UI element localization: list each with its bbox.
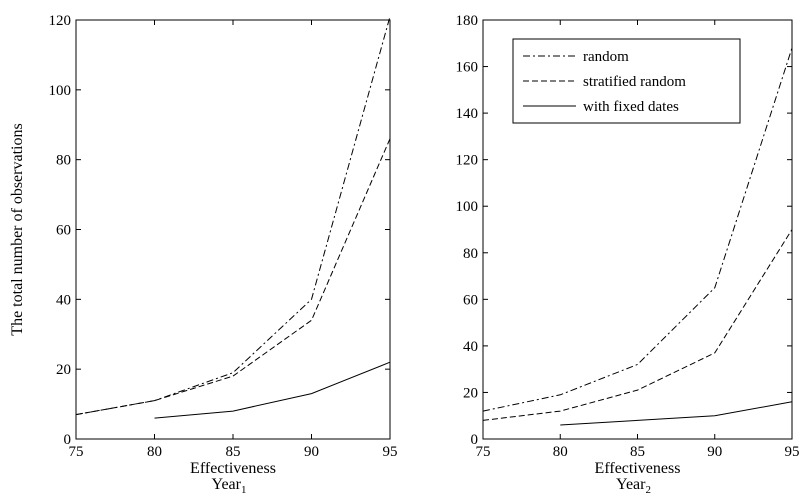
x-tick-label: 75 <box>476 444 491 460</box>
y-axis-label: The total number of observations <box>9 123 26 335</box>
x-tick-label: 95 <box>785 444 800 460</box>
legend-entry: stratified random <box>583 74 686 90</box>
chart-panel-year-2: 75 80 85 90 95 0 20 40 60 80 100 120 140 160 180 Effect… <box>456 13 800 496</box>
series-line <box>482 229 793 421</box>
x-tick-label: 85 <box>226 444 241 460</box>
x-tick-label: 80 <box>553 444 568 460</box>
y-tick-label: 160 <box>456 60 479 76</box>
y-tick-label: 80 <box>56 153 71 169</box>
legend-entry: with fixed dates <box>583 99 679 115</box>
y-tick-label: 120 <box>49 13 72 29</box>
y-tick-label: 60 <box>56 223 71 239</box>
x-axis-sublabel-text: Year <box>616 476 646 493</box>
y-tick-label: 100 <box>456 199 479 215</box>
y-tick-label: 60 <box>463 292 478 308</box>
x-axis-sublabel-subscript: 2 <box>645 484 651 496</box>
y-tick-label: 40 <box>56 292 71 308</box>
x-axis-sublabel: Year2 <box>616 476 651 496</box>
y-tick-label: 100 <box>49 83 72 99</box>
y-tick-label: 120 <box>456 153 479 169</box>
y-tick-label: 80 <box>463 246 478 262</box>
x-axis-sublabel-text: Year <box>212 476 242 493</box>
y-tick-label: 140 <box>456 106 479 122</box>
y-tick-label: 0 <box>471 432 479 448</box>
y-tick-label: 20 <box>463 385 478 401</box>
series-line <box>75 138 391 416</box>
x-tick-label: 75 <box>69 444 84 460</box>
y-tick-label: 180 <box>456 13 479 29</box>
series-line <box>560 401 793 426</box>
legend-entry: random <box>583 49 629 65</box>
x-tick-label: 80 <box>147 444 162 460</box>
y-tick-label: 0 <box>64 432 72 448</box>
x-axis-sublabel-subscript: 1 <box>241 484 247 496</box>
x-axis-sublabel: Year1 <box>212 476 247 496</box>
y-tick-label: 20 <box>56 362 71 378</box>
x-axis-label: Effectiveness <box>595 460 681 477</box>
chart-panel-year-1: 75 80 85 90 95 0 20 40 60 80 100 120 EffectivenessYe… <box>9 13 398 496</box>
series-line <box>75 16 391 416</box>
axes-frame <box>75 19 391 440</box>
series-line <box>482 47 793 412</box>
x-axis-label: Effectiveness <box>190 460 276 477</box>
x-tick-label: 90 <box>707 444 722 460</box>
y-tick-label: 40 <box>463 339 478 355</box>
series-line <box>154 361 391 419</box>
x-tick-label: 95 <box>383 444 398 460</box>
x-tick-label: 90 <box>304 444 319 460</box>
x-tick-label: 85 <box>630 444 645 460</box>
